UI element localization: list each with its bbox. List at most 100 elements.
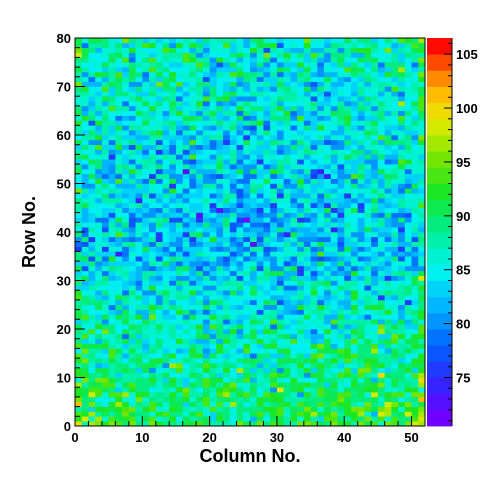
heatmap-cell — [303, 139, 311, 145]
heatmap-cell — [364, 130, 372, 136]
heatmap-cell — [88, 319, 96, 325]
heatmap-cell — [149, 47, 157, 53]
heatmap-cell — [371, 285, 379, 291]
heatmap-cell — [303, 76, 311, 82]
heatmap-cell — [182, 353, 190, 359]
heatmap-cell — [236, 47, 244, 53]
heatmap-cell — [330, 275, 338, 281]
heatmap-cell — [149, 62, 157, 68]
heatmap-cell — [101, 333, 109, 339]
heatmap-cell — [344, 135, 352, 141]
heatmap-cell — [101, 71, 109, 78]
heatmap-cell — [216, 324, 224, 330]
heatmap-cell — [162, 159, 170, 165]
heatmap-cell — [297, 261, 305, 267]
heatmap-cell — [95, 101, 103, 107]
heatmap-cell — [297, 125, 305, 131]
heatmap-cell — [169, 319, 177, 325]
heatmap-cell — [162, 227, 170, 233]
heatmap-cell — [357, 125, 365, 131]
heatmap-cell — [135, 396, 143, 403]
heatmap-cell — [189, 382, 197, 388]
heatmap-cell — [142, 275, 150, 281]
heatmap-cell — [182, 105, 190, 112]
heatmap-cell — [270, 299, 278, 306]
heatmap-cell — [411, 105, 419, 112]
heatmap-cell — [189, 314, 197, 320]
heatmap-cell — [391, 227, 399, 233]
heatmap-cell — [122, 362, 130, 369]
heatmap-cell — [223, 159, 231, 165]
heatmap-cell — [310, 309, 318, 315]
heatmap-cell — [411, 173, 419, 179]
heatmap-cell — [122, 411, 130, 417]
heatmap-cell — [371, 135, 379, 141]
heatmap-cell — [270, 358, 278, 364]
heatmap-cell — [344, 105, 352, 112]
heatmap-cell — [283, 115, 291, 121]
heatmap-cell — [391, 295, 399, 301]
heatmap-cell — [303, 280, 311, 286]
heatmap-cell — [175, 81, 183, 87]
heatmap-cell — [128, 139, 136, 145]
heatmap-cell — [324, 168, 332, 175]
heatmap-cell — [243, 358, 251, 364]
heatmap-cell — [236, 81, 244, 87]
heatmap-cell — [377, 52, 385, 58]
heatmap-cell — [108, 159, 116, 165]
heatmap-cell — [256, 96, 264, 102]
heatmap-cell — [101, 392, 109, 398]
heatmap-cell — [344, 367, 352, 373]
heatmap-cell — [398, 392, 406, 398]
heatmap-cell — [108, 81, 116, 87]
heatmap-cell — [115, 71, 123, 78]
heatmap-cell — [115, 52, 123, 58]
heatmap-cell — [155, 217, 163, 223]
heatmap-cell — [357, 76, 365, 82]
heatmap-cell — [128, 101, 136, 107]
heatmap-cell — [303, 343, 311, 349]
heatmap-cell — [135, 304, 143, 310]
heatmap-cell — [317, 164, 325, 170]
heatmap-cell — [404, 392, 412, 398]
heatmap-cell — [149, 178, 157, 184]
heatmap-cell — [128, 202, 136, 209]
heatmap-cell — [175, 96, 183, 102]
heatmap-cell — [236, 42, 244, 48]
heatmap-cell — [162, 144, 170, 150]
heatmap-cell — [283, 406, 291, 412]
heatmap-cell — [324, 290, 332, 296]
heatmap-cell — [115, 314, 123, 320]
heatmap-cell — [391, 285, 399, 291]
heatmap-cell — [324, 319, 332, 325]
heatmap-cell — [128, 401, 136, 407]
heatmap-cell — [391, 168, 399, 175]
heatmap-cell — [317, 285, 325, 291]
heatmap-cell — [115, 299, 123, 306]
heatmap-cell — [263, 295, 271, 301]
heatmap-cell — [209, 319, 217, 325]
heatmap-cell — [303, 416, 311, 422]
heatmap-cell — [330, 406, 338, 412]
heatmap-cell — [391, 362, 399, 369]
heatmap-cell — [350, 280, 358, 286]
heatmap-cell — [270, 236, 278, 242]
heatmap-cell — [122, 387, 130, 393]
heatmap-cell — [364, 105, 372, 112]
heatmap-cell — [135, 154, 143, 160]
heatmap-cell — [202, 251, 210, 257]
heatmap-cell — [418, 183, 426, 189]
heatmap-cell — [142, 154, 150, 160]
heatmap-cell — [202, 290, 210, 296]
heatmap-cell — [75, 261, 83, 267]
heatmap-cell — [196, 387, 204, 393]
heatmap-cell — [411, 71, 419, 78]
heatmap-cell — [391, 314, 399, 320]
heatmap-cell — [310, 256, 318, 262]
heatmap-cell — [256, 362, 264, 369]
heatmap-cell — [243, 362, 251, 369]
heatmap-cell — [290, 421, 298, 427]
heatmap-cell — [297, 168, 305, 175]
heatmap-cell — [196, 42, 204, 48]
heatmap-cell — [122, 227, 130, 233]
